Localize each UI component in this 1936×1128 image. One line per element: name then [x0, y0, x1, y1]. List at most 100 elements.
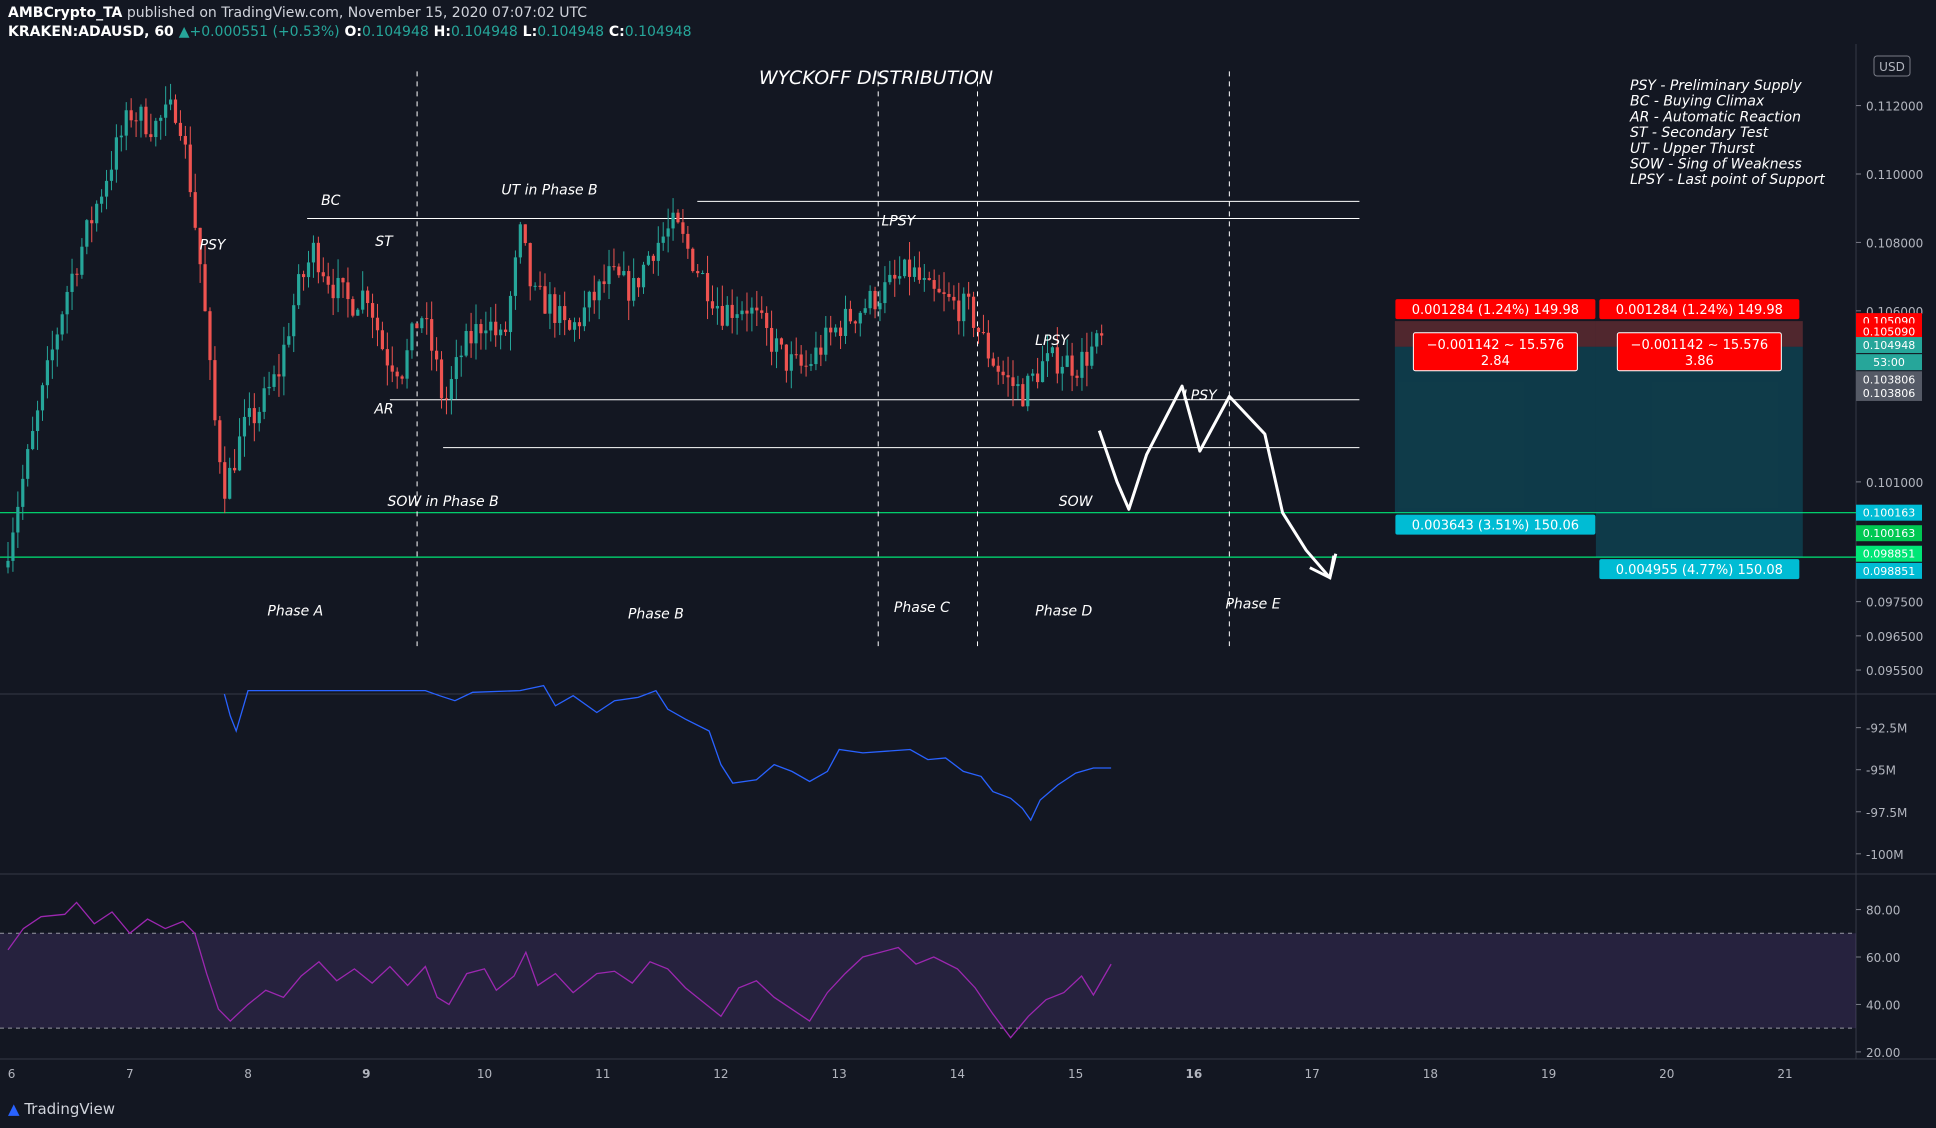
candle-body	[95, 203, 99, 224]
candle-body	[563, 306, 567, 321]
candle-body	[715, 305, 720, 309]
candle-body	[159, 117, 163, 121]
wyckoff-annotation: AR	[373, 401, 393, 417]
candle-body	[297, 274, 301, 306]
candle-body	[459, 355, 463, 358]
candle-body	[287, 336, 291, 345]
candle-body	[35, 410, 40, 432]
wyckoff-annotation: Phase B	[628, 607, 684, 623]
legend-note: BC - Buying Climax	[1630, 94, 1765, 110]
candle-body	[838, 327, 843, 336]
candle-body	[484, 330, 488, 334]
target-zone	[1595, 346, 1803, 558]
price-tag	[1856, 562, 1922, 579]
candle-body	[356, 309, 360, 316]
candle-body	[469, 330, 473, 344]
candle-body	[843, 308, 848, 336]
mid-label-line2: 2.84	[1481, 354, 1510, 369]
tradingview-logo[interactable]: ▲ TradingView	[8, 1100, 115, 1118]
candle-body	[503, 329, 508, 333]
legend-note: UT - Upper Thurst	[1630, 141, 1755, 157]
candle-body	[676, 212, 680, 223]
candle-body	[282, 344, 286, 377]
projection-path	[1097, 384, 1338, 580]
candle-body	[947, 293, 951, 297]
obv-tick-label: -97.5M	[1866, 806, 1907, 820]
candle-body	[651, 255, 655, 261]
price-tag	[1856, 525, 1922, 542]
price-tick-label: 0.101000	[1866, 476, 1923, 490]
candle-body	[311, 242, 316, 263]
wyckoff-annotation: BC	[321, 193, 341, 209]
candle-body	[962, 293, 966, 322]
candle-body	[1075, 375, 1079, 378]
symbol-info: KRAKEN:ADAUSD, 60 ▲+0.000551 (+0.53%) O:…	[8, 24, 692, 40]
wyckoff-annotation: LPSY	[881, 213, 916, 229]
candle-body	[701, 273, 705, 275]
candle-body	[346, 282, 350, 300]
candle-body	[1050, 347, 1055, 354]
wyckoff-annotation: SOW in Phase B	[387, 494, 498, 510]
candle-body	[858, 312, 862, 324]
candle-body	[193, 192, 197, 228]
candle-body	[528, 243, 532, 287]
legend-note: SOW - Sing of Weakness	[1630, 157, 1802, 173]
candle-body	[518, 224, 522, 258]
candle-body	[976, 327, 981, 333]
legend-note: PSY - Preliminary Supply	[1630, 78, 1802, 94]
candle-body	[602, 281, 606, 285]
price-tick-label: 0.108000	[1866, 236, 1923, 250]
candle-body	[60, 314, 64, 335]
candle-body	[646, 255, 651, 265]
candle-body	[656, 242, 660, 261]
candle-body	[779, 338, 784, 345]
candle-body	[1040, 361, 1045, 383]
time-tick-label: 18	[1423, 1067, 1438, 1081]
candle-body	[149, 134, 153, 138]
candle-body	[198, 227, 202, 265]
candle-body	[538, 285, 542, 287]
time-tick-label: 11	[595, 1067, 610, 1081]
time-tick-label: 10	[477, 1067, 492, 1081]
candle-body	[543, 286, 547, 314]
symbol-label[interactable]: KRAKEN:ADAUSD, 60	[8, 24, 174, 40]
candle-body	[592, 291, 596, 301]
obv-tick-label: -95M	[1866, 764, 1896, 778]
wyckoff-annotation: Phase A	[267, 603, 323, 619]
brand-label: TradingView	[24, 1100, 115, 1118]
time-tick-label: 21	[1777, 1067, 1792, 1081]
candle-body	[824, 327, 828, 355]
candle-body	[829, 327, 833, 333]
mid-label-line1: −0.001142 ∼ 15.576	[1631, 338, 1769, 353]
candle-body	[666, 228, 670, 237]
chart-canvas[interactable]: 0.1120000.1100000.1080000.1060000.101000…	[0, 44, 1936, 1090]
candle-body	[671, 212, 675, 229]
candle-body	[789, 354, 793, 371]
candle-body	[809, 364, 813, 366]
candle-body	[385, 349, 389, 366]
candle-body	[533, 285, 537, 287]
price-tag	[1856, 323, 1922, 340]
candle-body	[755, 307, 759, 311]
candle-body	[903, 259, 907, 277]
candle-body	[301, 274, 306, 278]
price-tag	[1856, 504, 1922, 521]
candle-body	[710, 301, 715, 309]
candle-body	[104, 180, 109, 197]
candle-body	[888, 274, 892, 283]
candle-body	[568, 320, 572, 330]
candle-body	[306, 262, 311, 278]
candle-body	[996, 365, 1000, 372]
candle-body	[627, 271, 631, 301]
candle-body	[1016, 384, 1020, 387]
candle-body	[765, 312, 769, 328]
candle-body	[873, 290, 877, 310]
time-tick-label: 19	[1541, 1067, 1556, 1081]
candle-body	[228, 467, 232, 499]
candle-body	[75, 273, 79, 275]
candle-body	[11, 532, 15, 561]
author-name[interactable]: AMBCrypto_TA	[8, 5, 123, 21]
price-change: +0.000551 (+0.53%)	[189, 24, 340, 40]
candle-body	[395, 371, 399, 377]
projection-arrowhead	[1309, 555, 1336, 580]
